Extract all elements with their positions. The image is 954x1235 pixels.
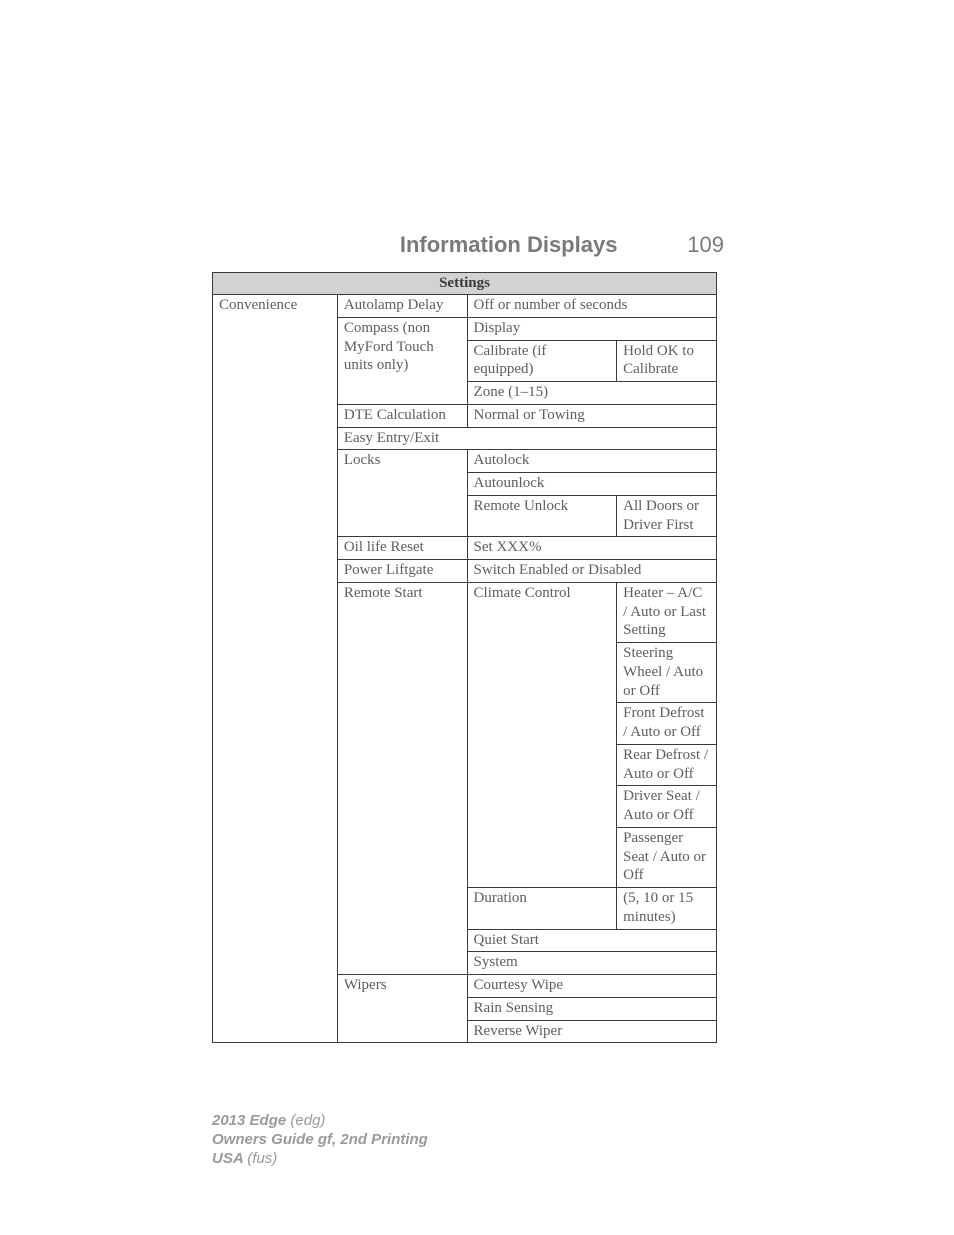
cell: Passenger Seat / Auto or Off xyxy=(617,827,717,887)
cell: Compass (non MyFord Touch units only) xyxy=(337,317,467,404)
footer-line-2: Owners Guide gf, 2nd Printing xyxy=(212,1131,428,1150)
cell: Climate Control xyxy=(467,582,617,887)
cell-category: Convenience xyxy=(213,295,338,1043)
cell: Hold OK to Calibrate xyxy=(617,340,717,382)
cell: Driver Seat / Auto or Off xyxy=(617,786,717,828)
page-header: Information Displays 109 xyxy=(210,232,724,258)
cell: DTE Calculation xyxy=(337,404,467,427)
cell: Easy Entry/Exit xyxy=(337,427,716,450)
cell: Rain Sensing xyxy=(467,997,716,1020)
cell: Remote Unlock xyxy=(467,495,617,537)
cell: Wipers xyxy=(337,975,467,1043)
cell: Power Liftgate xyxy=(337,560,467,583)
cell: Display xyxy=(467,317,716,340)
cell: Autolock xyxy=(467,450,716,473)
cell: All Doors or Driver First xyxy=(617,495,717,537)
cell: Rear Defrost / Auto or Off xyxy=(617,744,717,786)
page-number: 109 xyxy=(687,232,724,258)
cell: Oil life Reset xyxy=(337,537,467,560)
cell: Autounlock xyxy=(467,473,716,496)
page: Information Displays 109 Settings Conven… xyxy=(0,0,954,1235)
cell: Front Defrost / Auto or Off xyxy=(617,703,717,745)
cell: Locks xyxy=(337,450,467,537)
cell: System xyxy=(467,952,716,975)
table-header-row: Settings xyxy=(213,273,717,295)
footer-line-1: 2013 Edge (edg) xyxy=(212,1112,428,1131)
cell: Steering Wheel / Auto or Off xyxy=(617,643,717,703)
footer: 2013 Edge (edg) Owners Guide gf, 2nd Pri… xyxy=(212,1112,428,1168)
cell: Quiet Start xyxy=(467,929,716,952)
section-title: Information Displays xyxy=(330,232,687,258)
cell: Calibrate (if equipped) xyxy=(467,340,617,382)
cell: (5, 10 or 15 minutes) xyxy=(617,888,717,930)
footer-model-code: (edg) xyxy=(290,1112,325,1129)
cell: Remote Start xyxy=(337,582,467,974)
cell: Normal or Towing xyxy=(467,404,716,427)
footer-model: 2013 Edge xyxy=(212,1112,290,1129)
cell: Autolamp Delay xyxy=(337,295,467,318)
cell: Courtesy Wipe xyxy=(467,975,716,998)
table-header: Settings xyxy=(213,273,717,295)
cell: Off or number of seconds xyxy=(467,295,716,318)
table-row: Convenience Autolamp Delay Off or number… xyxy=(213,295,717,318)
footer-line-3: USA (fus) xyxy=(212,1150,428,1169)
footer-region-code: (fus) xyxy=(247,1150,277,1167)
cell: Heater – A/C / Auto or Last Setting xyxy=(617,582,717,642)
cell: Duration xyxy=(467,888,617,930)
settings-table: Settings Convenience Autolamp Delay Off … xyxy=(212,272,717,1043)
cell: Zone (1–15) xyxy=(467,382,716,405)
footer-region: USA xyxy=(212,1150,247,1167)
cell: Switch Enabled or Disabled xyxy=(467,560,716,583)
cell: Set XXX% xyxy=(467,537,716,560)
cell: Reverse Wiper xyxy=(467,1020,716,1043)
